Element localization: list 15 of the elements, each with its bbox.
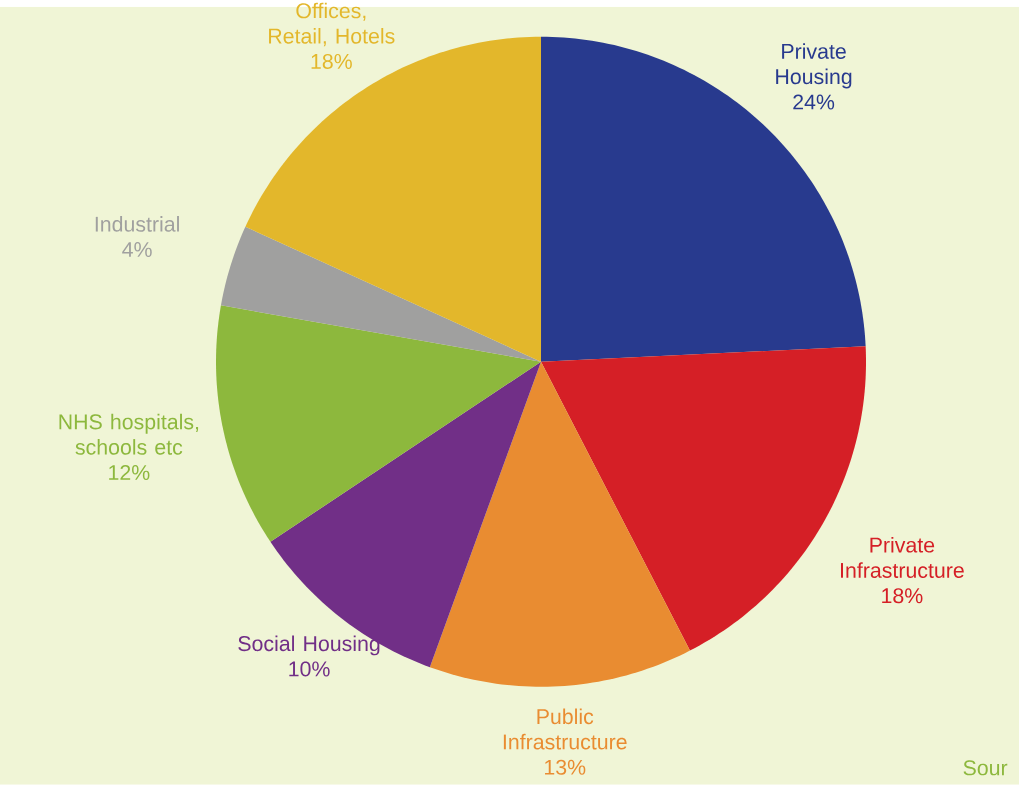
text: Sour	[963, 760, 1008, 776]
slice-label: NHS hospitals, schools etc	[59, 413, 199, 455]
data-label: 18%	[882, 588, 923, 604]
data-label: 4%	[122, 242, 152, 258]
data-label: 24%	[793, 94, 835, 110]
slice-label: Public Infrastructure	[503, 708, 627, 750]
data-label: 12%	[109, 465, 150, 481]
slice-label: Private Housing	[776, 43, 852, 89]
data-label: 18%	[311, 54, 352, 70]
slice-label: Industrial	[95, 216, 179, 232]
slice-label: Social Housing	[238, 635, 380, 656]
data-label: 10%	[289, 661, 330, 677]
slice-label: Offices, Retail, Hotels	[269, 2, 395, 47]
slice-label: Private Infrastructure	[841, 537, 964, 579]
data-label: 13%	[545, 759, 586, 775]
